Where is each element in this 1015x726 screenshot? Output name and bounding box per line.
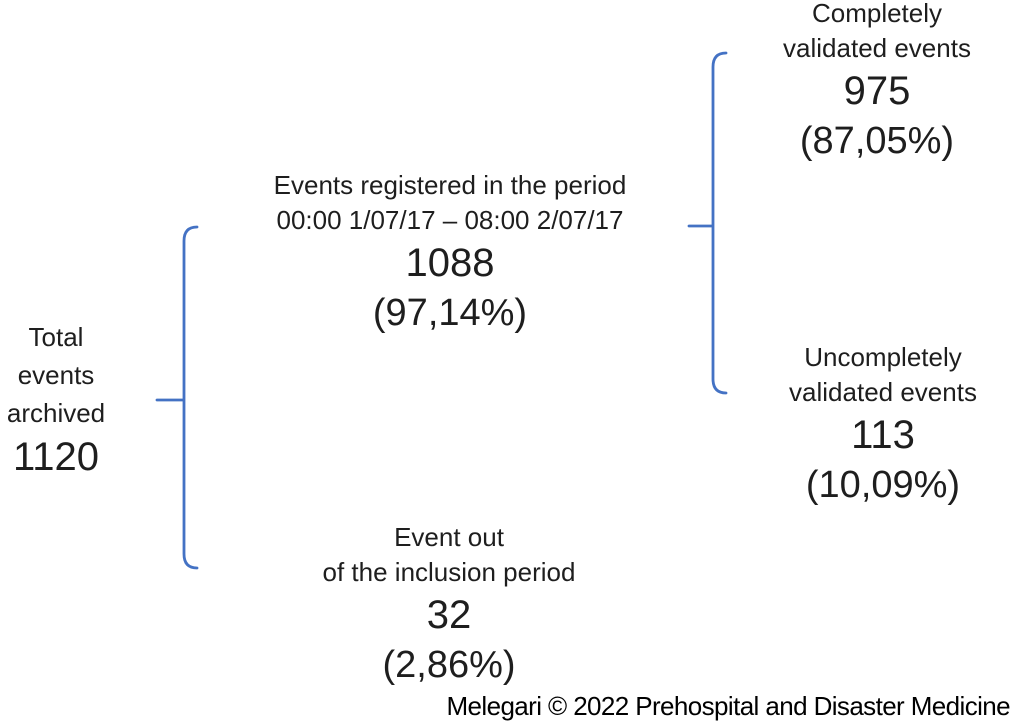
node-count: 32 [426,593,472,637]
node-label-line: Uncompletely [804,342,962,372]
node-percentage: (2,86%) [382,644,516,686]
node-label-line: 00:00 1/07/17 – 08:00 2/07/17 [276,205,624,235]
node-label-line: Event out [394,522,504,552]
node-count: 1120 [12,435,99,479]
node-count: 1088 [405,241,495,285]
node-label-line: validated events [783,33,971,63]
node-label-line: Completely [811,0,943,28]
node-completely-validated-events: Completely validated events 975 (87,05%) [727,0,1015,166]
left-brace-icon [155,225,199,570]
node-percentage: (97,14%) [372,292,528,334]
node-label-line: of the inclusion period [322,557,576,587]
node-event-out-of-inclusion-period: Event out of the inclusion period 32 (2,… [249,520,649,690]
node-label-line: validated events [789,377,977,407]
node-uncompletely-validated-events: Uncompletely validated events 113 (10,09… [733,340,1015,510]
attribution-caption: Melegari © 2022 Prehospital and Disaster… [446,691,1010,721]
node-events-registered-in-period: Events registered in the period 00:00 1/… [250,168,650,338]
node-label-line: Events registered in the period [273,170,627,200]
node-label-line: events [17,360,95,390]
right-brace-icon [687,51,728,395]
node-count: 975 [843,69,911,113]
node-label-line: archived [6,398,106,428]
node-percentage: (10,09%) [805,464,961,506]
node-label-line: Total [28,322,84,352]
node-percentage: (87,05%) [799,120,955,162]
node-total-events-archived: Total events archived 1120 [0,318,112,482]
node-count: 113 [851,413,915,457]
